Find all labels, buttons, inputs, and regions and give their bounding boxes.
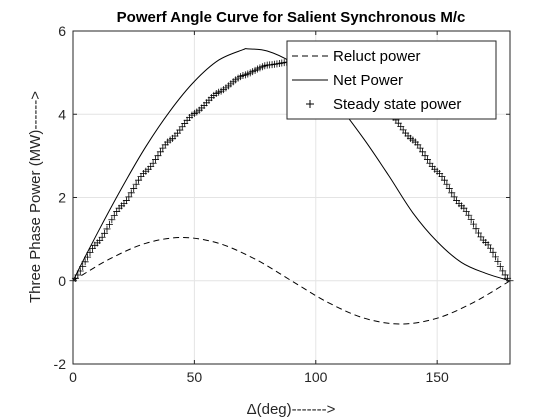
chart-title: Powerf Angle Curve for Salient Synchrono… — [117, 9, 466, 26]
steady-state-marker — [421, 152, 429, 160]
y-tick-label: 4 — [58, 106, 66, 122]
steady-state-marker — [122, 197, 130, 205]
legend-label-net: Net Power — [333, 72, 403, 89]
steady-state-marker — [450, 193, 458, 201]
steady-state-marker — [494, 258, 502, 266]
steady-state-marker — [101, 229, 109, 237]
steady-state-marker — [74, 271, 82, 279]
y-tick-label: -2 — [54, 356, 67, 372]
steady-state-marker — [416, 144, 424, 152]
steady-state-marker — [472, 225, 480, 233]
steady-state-marker — [423, 156, 431, 164]
reluct-power-line — [72, 236, 511, 325]
steady-state-marker — [130, 185, 138, 193]
x-tick-label: 100 — [304, 369, 328, 385]
steady-state-marker — [152, 156, 160, 164]
series-2 — [72, 48, 511, 282]
steady-state-marker — [443, 180, 451, 188]
steady-state-marker — [86, 249, 94, 257]
legend-label-reluct: Reluct power — [333, 48, 421, 65]
steady-state-marker — [110, 211, 118, 219]
steady-state-marker — [448, 189, 456, 197]
steady-state-marker — [156, 148, 164, 156]
steady-state-marker — [499, 267, 507, 275]
steady-state-marker — [105, 220, 113, 228]
steady-state-marker — [496, 262, 504, 270]
x-tick-label: 150 — [425, 369, 449, 385]
steady-state-marker — [419, 148, 427, 156]
steady-state-marker — [467, 216, 475, 224]
steady-state-marker — [487, 244, 495, 252]
steady-state-marker — [440, 176, 448, 184]
legend-label-steady: Steady state power — [333, 96, 461, 113]
steady-state-marker — [108, 216, 116, 224]
steady-state-marker — [438, 173, 446, 181]
x-tick-label: 50 — [187, 369, 203, 385]
legend: Reluct power Net Power Steady state powe… — [286, 40, 497, 120]
steady-state-marker — [81, 258, 89, 266]
steady-state-marker — [103, 225, 111, 233]
legend-swatch-steady — [306, 100, 314, 108]
steady-state-marker — [149, 159, 157, 167]
series-1 — [72, 236, 511, 325]
steady-state-marker — [132, 180, 140, 188]
y-axis-label: Three Phase Power (MW)------> — [27, 91, 44, 303]
y-tick-label: 6 — [58, 23, 66, 39]
steady-state-marker — [127, 189, 135, 197]
steady-state-marker — [465, 211, 473, 219]
steady-state-marker — [462, 207, 470, 215]
steady-state-marker — [491, 253, 499, 261]
steady-state-marker — [135, 176, 143, 184]
x-axis-label: Δ(deg)-------> — [247, 401, 336, 418]
steady-state-marker — [470, 220, 478, 228]
steady-state-marker — [474, 229, 482, 237]
steady-state-marker — [489, 248, 497, 256]
steady-state-marker — [154, 152, 162, 160]
steady-state-marker — [125, 193, 133, 201]
steady-state-marker — [79, 263, 87, 271]
steady-state-marker — [76, 267, 84, 275]
y-tick-label: 0 — [58, 273, 66, 289]
net-power-line — [72, 48, 511, 282]
steady-state-marker — [84, 253, 92, 261]
steady-state-marker — [98, 233, 106, 241]
steady-state-marker — [445, 185, 453, 193]
x-tick-label: 0 — [69, 369, 77, 385]
y-tick-label: 2 — [58, 190, 66, 206]
